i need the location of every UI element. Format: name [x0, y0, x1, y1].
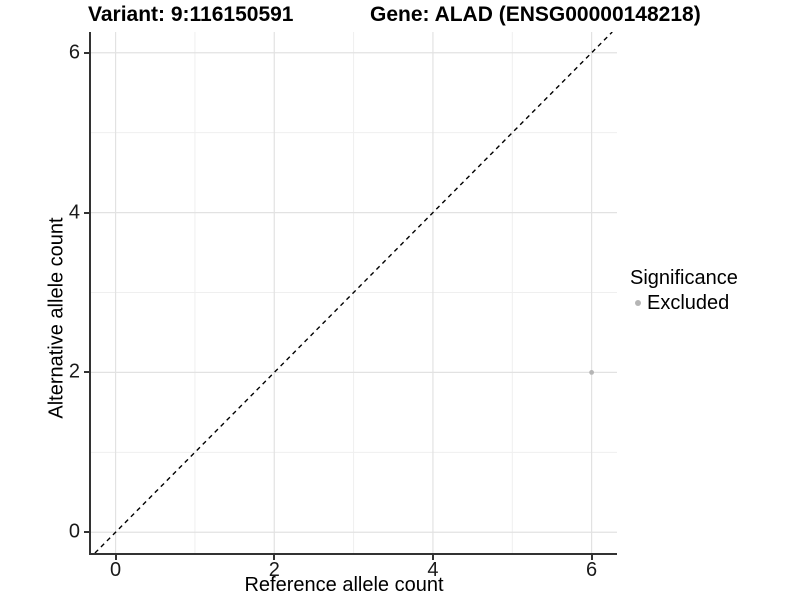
y-axis-title: Alternative allele count [45, 217, 68, 419]
x-tick-label: 0 [110, 559, 122, 581]
y-tick [84, 211, 89, 214]
x-axis-title: Reference allele count [244, 574, 444, 596]
plot-canvas [91, 32, 617, 553]
y-tick-label: 4 [68, 201, 80, 224]
legend-point-swatch-icon [635, 300, 641, 306]
plot-title-variant: Variant: 9:116150591 [88, 3, 294, 26]
x-tick-label: 6 [586, 559, 598, 581]
plot-panel [89, 32, 617, 555]
x-tick [273, 555, 276, 560]
data-point [589, 370, 595, 375]
y-tick-label: 0 [68, 520, 80, 543]
y-tick [84, 531, 89, 534]
x-tick [114, 555, 117, 560]
x-tick-label: 2 [268, 559, 280, 581]
legend-title: Significance [630, 267, 738, 289]
legend-item-excluded: Excluded [630, 292, 738, 314]
y-tick-label: 2 [68, 360, 80, 383]
x-tick [590, 555, 593, 560]
x-tick [431, 555, 434, 560]
legend: Significance Excluded [630, 266, 738, 314]
y-tick [84, 51, 89, 54]
y-tick-label: 6 [68, 41, 80, 64]
x-tick-label: 4 [427, 559, 439, 581]
y-tick [84, 371, 89, 374]
plot-title-gene: Gene: ALAD (ENSG00000148218) [370, 3, 701, 26]
legend-item-label: Excluded [647, 292, 730, 314]
identity-line [94, 32, 613, 553]
